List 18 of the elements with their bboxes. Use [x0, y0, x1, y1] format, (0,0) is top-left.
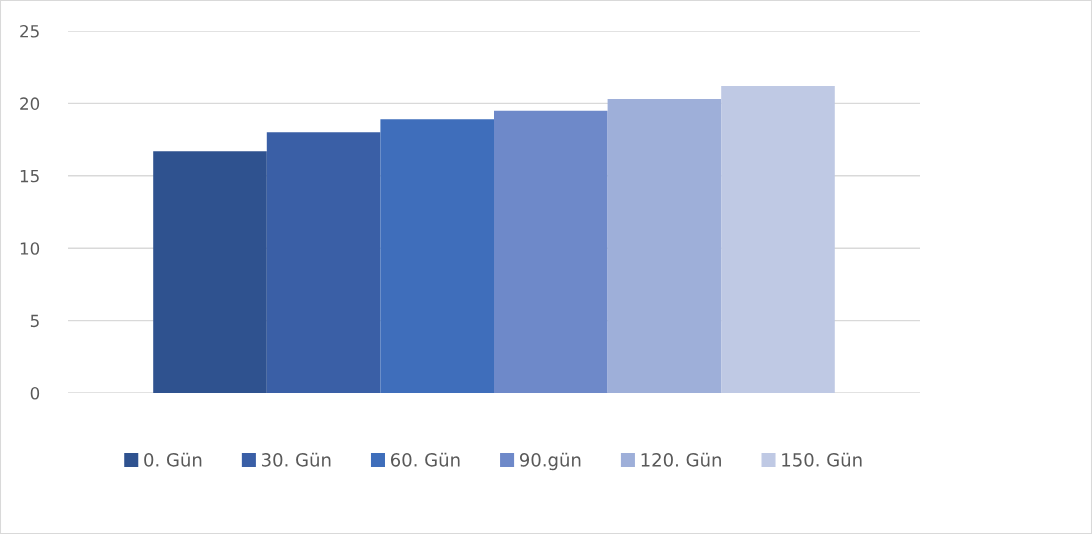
- legend-label: 90.gün: [519, 452, 581, 471]
- y-tick-label: 25: [20, 24, 39, 38]
- legend-label: 60. Gün: [390, 452, 460, 467]
- legend-label: 0. Gün: [144, 452, 202, 467]
- legend-label: 150. Gün: [782, 452, 862, 467]
- legend-label: 30. Gün: [261, 452, 331, 467]
- y-tick-label: 5: [30, 314, 39, 328]
- bar: [266, 132, 381, 393]
- bar: [153, 151, 267, 393]
- y-tick-label: 0: [30, 386, 40, 400]
- y-tick-label: 20: [20, 97, 40, 110]
- bar: [607, 99, 722, 393]
- y-tick-label: 15: [20, 169, 39, 183]
- bar: [380, 119, 494, 393]
- bar: [721, 86, 835, 393]
- bar: [494, 110, 608, 393]
- y-tick-label: 10: [20, 242, 40, 255]
- legend-label: 120. Gün: [641, 452, 721, 467]
